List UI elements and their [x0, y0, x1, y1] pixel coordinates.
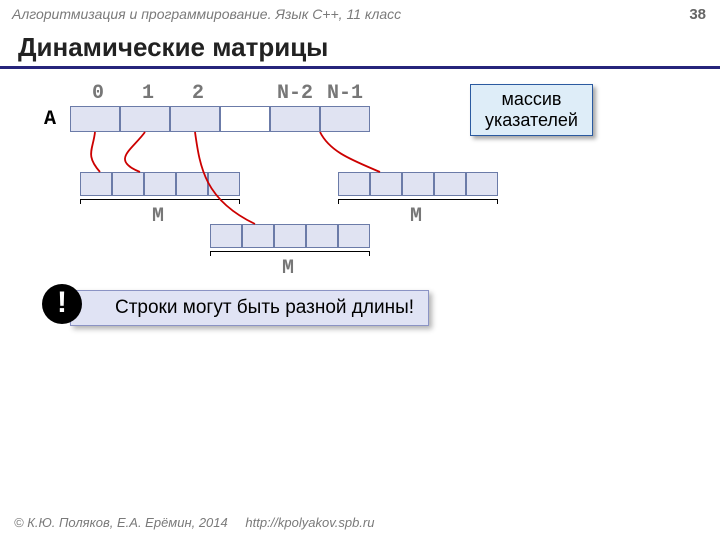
- row-cell: [176, 172, 208, 196]
- exclamation-icon: !: [42, 284, 82, 324]
- pointer-cell: [270, 106, 320, 132]
- array-name-label: A: [44, 108, 56, 131]
- index-label: 2: [188, 82, 208, 105]
- row-cell: [80, 172, 112, 196]
- matrix-row: [80, 172, 240, 196]
- footer-copyright: © К.Ю. Поляков, Е.А. Ерёмин, 2014: [14, 515, 228, 530]
- row-bracket: [80, 199, 240, 204]
- page-number: 38: [689, 6, 706, 23]
- pointer-cell: [220, 106, 270, 132]
- row-cell: [402, 172, 434, 196]
- row-cell: [370, 172, 402, 196]
- note-text: Строки могут быть разной длины!: [115, 297, 414, 318]
- pointer-arrows: [0, 0, 720, 540]
- row-cell: [144, 172, 176, 196]
- pointer-cell: [70, 106, 120, 132]
- callout-pointer-array: массивуказателей: [470, 84, 593, 136]
- row-cell: [466, 172, 498, 196]
- row-length-label: M: [410, 205, 422, 228]
- row-cell: [210, 224, 242, 248]
- row-cell: [306, 224, 338, 248]
- pointer-cell: [320, 106, 370, 132]
- matrix-row: [210, 224, 370, 248]
- row-bracket: [338, 199, 498, 204]
- index-label: N-1: [320, 82, 370, 105]
- title-underline: [0, 66, 720, 69]
- matrix-row: [338, 172, 498, 196]
- row-length-label: M: [282, 257, 294, 280]
- pointer-cell: [120, 106, 170, 132]
- header-text: Алгоритмизация и программирование. Язык …: [0, 6, 720, 22]
- row-cell: [242, 224, 274, 248]
- footer: © К.Ю. Поляков, Е.А. Ерёмин, 2014 http:/…: [14, 515, 374, 530]
- row-cell: [338, 224, 370, 248]
- row-cell: [338, 172, 370, 196]
- index-label: 0: [88, 82, 108, 105]
- row-cell: [112, 172, 144, 196]
- pointer-cell: [170, 106, 220, 132]
- row-cell: [274, 224, 306, 248]
- row-cell: [434, 172, 466, 196]
- index-label: N-2: [270, 82, 320, 105]
- index-label: 1: [138, 82, 158, 105]
- row-cell: [208, 172, 240, 196]
- main-pointer-array: [70, 106, 370, 132]
- footer-url: http://kpolyakov.spb.ru: [245, 515, 374, 530]
- row-length-label: M: [152, 205, 164, 228]
- page-title: Динамические матрицы: [18, 32, 328, 63]
- row-bracket: [210, 251, 370, 256]
